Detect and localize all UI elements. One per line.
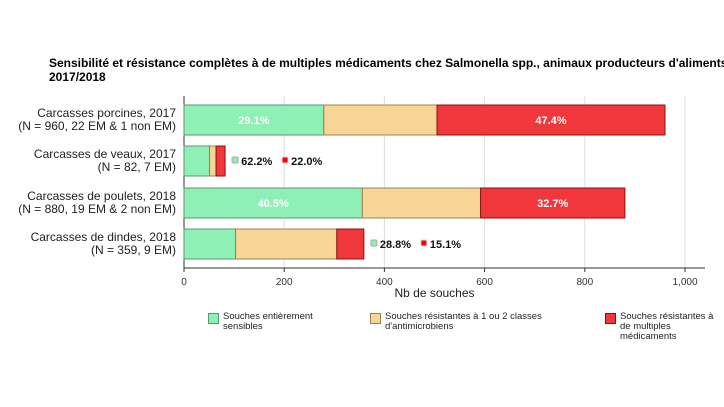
title-line-1: Sensibilité et résistance complètes à de… [49,56,724,70]
x-tick-label: 0 [181,277,187,288]
data-label: 29.1% [238,115,269,127]
label-marker [420,239,428,247]
label-marker [281,156,289,164]
legend-item[interactable]: Souches résistantes à de multiples médicam… [605,312,713,342]
category-label: Carcasses porcines, 2017 [37,106,176,120]
x-axis-label: Nb de souches [394,286,474,300]
title-line-2: 2017/2018 [49,70,106,84]
legend-swatch [605,313,616,324]
label-marker [370,239,378,247]
category-label: Carcasses de veaux, 2017 [34,147,176,161]
legend-label: Souches résistantes à 1 ou 2 classes d'an… [385,311,542,332]
x-tick-label: 600 [476,277,493,288]
x-tick-label: 400 [376,277,393,288]
label-marker [231,156,239,164]
x-tick-label: 200 [276,277,293,288]
bar-segment [183,228,237,260]
data-label: 40.5% [258,198,289,210]
bar-segment [209,145,217,177]
category-sublabel: (N = 880, 19 EM & 2 non EM) [18,202,176,216]
category-sublabel: (N = 960, 22 EM & 1 non EM) [18,119,176,133]
category-sublabel: (N = 82, 7 EM) [98,160,176,174]
data-label: 32.7% [537,198,568,210]
legend-swatch [208,313,219,324]
x-tick-label: 1,000 [672,277,697,288]
bar-segment [183,187,363,219]
bar-segment [480,187,626,219]
legend-item[interactable]: Souches résistantes à 1 ou 2 classes d'an… [370,312,542,332]
bar-segment [183,104,325,136]
legend-label: Souches résistantes à de multiples médicam… [620,311,714,342]
bar-segment [215,145,226,177]
x-tick-label: 800 [576,277,593,288]
category-sublabel: (N = 359, 9 EM) [91,243,176,257]
data-label: 22.0% [291,156,322,168]
category-label: Carcasses de dindes, 2018 [31,230,177,244]
data-label: 28.8% [380,239,411,251]
legend-label: Souches entièrement sensibles [223,311,313,332]
bar-segment [183,145,211,177]
legend-item[interactable]: Souches entièrement sensibles [208,312,313,332]
chart-title: Sensibilité et résistance complètes à de… [49,56,724,84]
bar-segment [336,228,365,260]
data-label: 62.2% [241,156,272,168]
bar-segment [235,228,338,260]
data-label: 15.1% [430,239,461,251]
data-label: 47.4% [535,115,566,127]
bar-segment [436,104,666,136]
bar-segment [323,104,438,136]
legend-swatch [370,313,381,324]
category-label: Carcasses de poulets, 2018 [27,189,176,203]
bar-segment [361,187,482,219]
